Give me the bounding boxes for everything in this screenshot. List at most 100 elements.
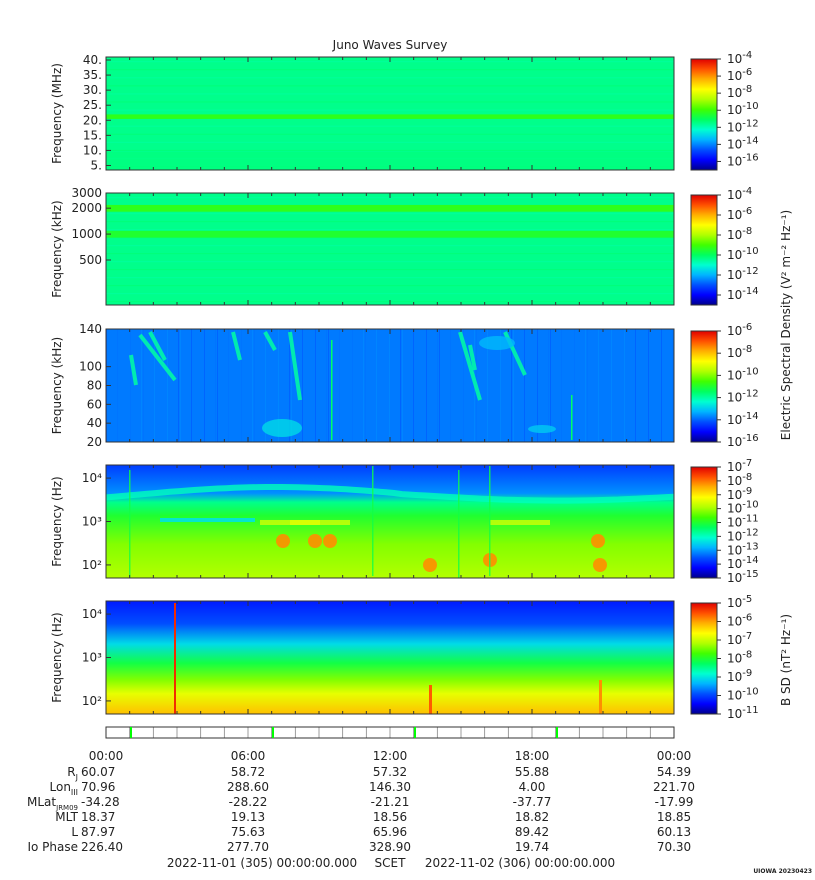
ephemeris-value: 328.90 <box>369 840 411 854</box>
emission-patch <box>479 336 515 350</box>
ephemeris-label: L <box>71 825 78 839</box>
colorbar <box>690 194 718 306</box>
texture-line <box>328 329 329 442</box>
ephemeris-value: 70.30 <box>657 840 691 854</box>
ephemeris-value: 18.85 <box>657 810 691 824</box>
striation <box>106 77 674 79</box>
ephemeris-value: 18.82 <box>515 810 549 824</box>
texture-line <box>537 329 538 442</box>
colorbar-tick-label: 10-6 <box>727 206 752 222</box>
colorbar-tick-label: 10-8 <box>727 84 752 100</box>
intense-emission <box>423 558 437 572</box>
texture-line <box>624 329 625 442</box>
striation <box>106 213 674 215</box>
ephemeris-value: 19.74 <box>515 840 549 854</box>
striation <box>106 221 674 223</box>
emission-streak <box>490 520 550 525</box>
ephemeris-value: 18.37 <box>81 810 115 824</box>
y-tick-label: 60 <box>87 397 102 411</box>
panel-5: 10⁴ 10³ 10² Frequency (Hz) 10-5 10-6 10-7 10-8 1… <box>50 594 759 721</box>
y-tick-label: 15. <box>83 128 102 142</box>
colorbar-tick-label: 10-10 <box>727 366 759 382</box>
texture-line <box>302 329 303 442</box>
texture-line <box>215 329 216 442</box>
ephemeris-value: -37.77 <box>513 795 552 809</box>
texture-line <box>413 329 414 442</box>
colorbar-tick-label: 10-16 <box>727 152 759 168</box>
colorbar-tick-label: 10-8 <box>727 226 752 242</box>
b-spectral-density-label: B SD (nT² Hz⁻¹) <box>779 614 793 706</box>
ephemeris-value: -21.21 <box>371 795 410 809</box>
striation <box>106 85 674 87</box>
ephemeris-label: Io Phase <box>27 840 78 854</box>
texture-line <box>635 329 636 442</box>
intense-emission <box>593 558 607 572</box>
colorbar-tick-label: 10-6 <box>727 613 752 629</box>
striation <box>106 69 674 71</box>
spike <box>174 603 176 714</box>
footer-start-time: 2022-11-01 (305) 00:00:00.000 <box>167 856 357 870</box>
emission-band <box>106 114 674 119</box>
texture-line <box>352 329 353 442</box>
striation <box>106 125 674 127</box>
colorbar <box>690 58 718 171</box>
event-marker <box>556 727 558 738</box>
colorbar-tick-label: 10-5 <box>727 594 752 610</box>
ephemeris-value: 70.96 <box>81 780 115 794</box>
ephemeris-value: 87.97 <box>81 825 115 839</box>
colorbar-tick-label: 10-13 <box>727 541 759 557</box>
y-tick-label: 40. <box>83 53 102 67</box>
texture-line <box>487 329 488 442</box>
texture-line <box>252 329 253 442</box>
time-tick-label: 00:00 <box>89 749 124 763</box>
spike <box>129 470 131 578</box>
intense-emission <box>276 534 290 548</box>
striation <box>106 229 674 231</box>
colorbar-tick-label: 10-8 <box>727 344 752 360</box>
texture-line <box>587 329 588 442</box>
emission-patch <box>528 425 556 433</box>
striation <box>106 293 674 295</box>
y-tick-label: 3000 <box>71 186 102 200</box>
texture-line <box>289 329 290 442</box>
texture-line <box>661 329 662 442</box>
texture-line <box>426 329 427 442</box>
ephemeris-label: LonIII <box>50 780 79 797</box>
radio-burst <box>458 331 482 401</box>
y-tick-label: 40 <box>87 416 102 430</box>
colorbar-tick-label: 10-12 <box>727 118 759 134</box>
texture-line <box>400 329 401 442</box>
colorbar-tick-label: 10-6 <box>727 67 752 83</box>
texture-line <box>376 329 377 442</box>
spectrogram-field <box>106 193 674 305</box>
time-axis-strip: 00:00 06:00 12:00 18:00 00:00 <box>89 726 692 763</box>
colorbar-tick-label: 10-4 <box>727 50 752 66</box>
ephemeris-label: MLatJRM09 <box>27 795 78 812</box>
radio-burst <box>288 331 302 401</box>
panel-3: 140 100 80 60 40 20 Frequency (kHz) 10-6 10-8 10-… <box>50 322 759 449</box>
y-axis-label: Frequency (Hz) <box>50 612 64 703</box>
striation <box>106 133 674 135</box>
ephemeris-label: RJ <box>67 765 78 782</box>
colorbar-tick-label: 10-8 <box>727 472 752 488</box>
time-tick-label: 00:00 <box>657 749 692 763</box>
texture-line <box>117 329 118 442</box>
ephemeris-value: 54.39 <box>657 765 691 779</box>
colorbar-tick-label: 10-7 <box>727 458 752 474</box>
time-tick-label: 12:00 <box>373 749 408 763</box>
y-tick-label: 10² <box>82 694 102 708</box>
ephemeris-value: 58.72 <box>231 765 265 779</box>
spike <box>571 395 573 440</box>
texture-line <box>178 329 179 442</box>
striation <box>106 269 674 271</box>
spike <box>331 340 333 440</box>
spectrogram-background <box>106 601 674 714</box>
y-axis-label: Frequency (MHz) <box>50 63 64 164</box>
striation <box>106 93 674 95</box>
event-marker <box>130 727 132 738</box>
ephemeris-value: 226.40 <box>81 840 123 854</box>
texture-line <box>291 329 292 442</box>
striation <box>106 245 674 247</box>
panel-1: 5.10.15.20.25.30.35.40. Frequency (MHz) 10… <box>50 50 759 172</box>
colorbar-tick-label: 10-12 <box>727 527 759 543</box>
